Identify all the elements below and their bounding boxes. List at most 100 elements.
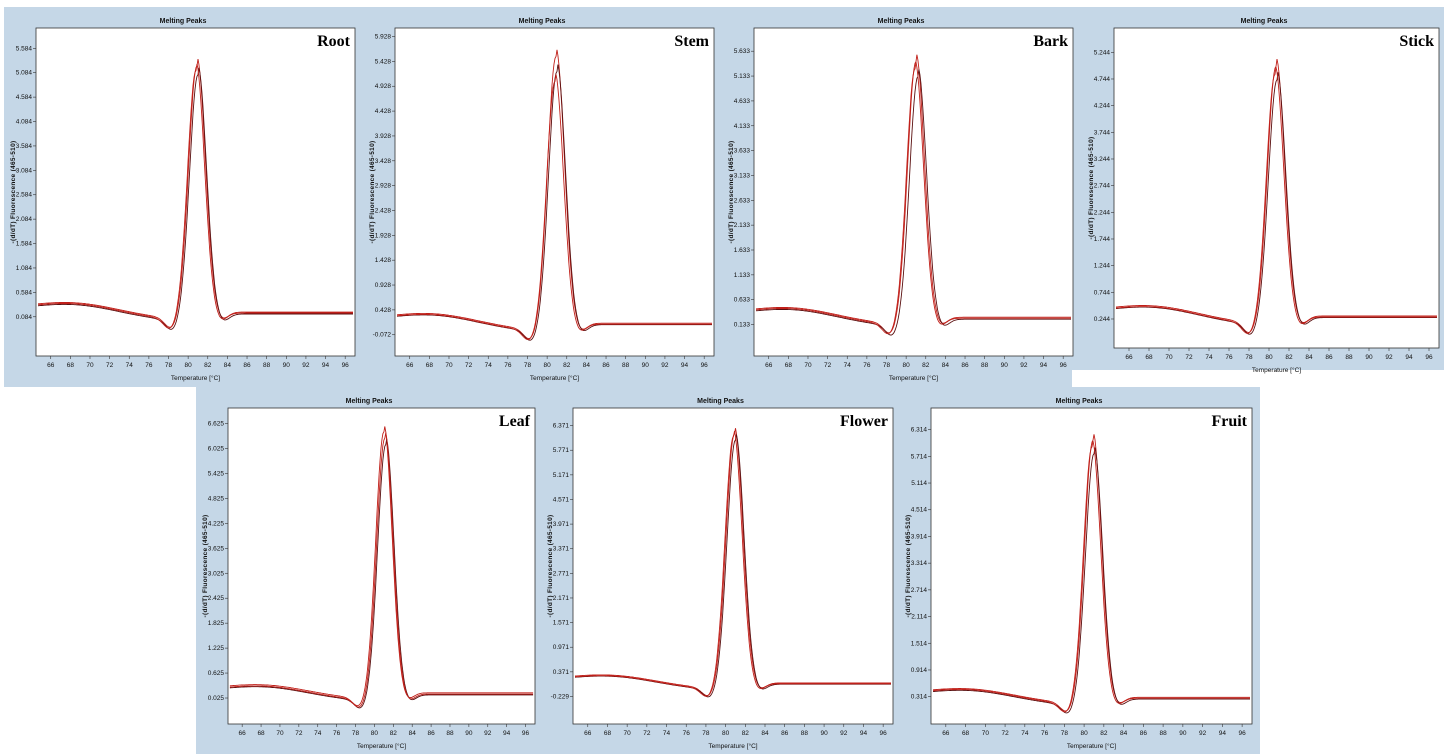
x-tick-label: 66 — [1125, 354, 1133, 361]
y-tick-label: 4.825 — [208, 495, 225, 502]
y-tick-label: 3.428 — [375, 158, 392, 165]
x-tick-label: 86 — [427, 730, 435, 737]
plot-area — [1113, 27, 1440, 349]
stick-extension-background — [1072, 370, 1444, 387]
y-tick-label: 1.825 — [208, 620, 225, 627]
x-tick-label: 96 — [1060, 362, 1068, 369]
x-tick-label: 84 — [761, 730, 769, 737]
y-tick-label: 6.625 — [208, 421, 225, 428]
melting-peaks-chart-bark: Melting Peaks 0.133 0.633 1.133 1.633 2.133 2.… — [724, 14, 1078, 384]
x-tick-label: 86 — [243, 362, 251, 369]
x-tick-label: 96 — [522, 730, 530, 737]
x-tick-label: 88 — [981, 362, 989, 369]
y-tick-label: 3.625 — [208, 545, 225, 552]
x-tick-label: 90 — [465, 730, 473, 737]
y-tick-label: 0.928 — [375, 282, 392, 289]
x-tick-label: 72 — [106, 362, 114, 369]
x-tick-label: 66 — [942, 730, 950, 737]
y-tick-label: 1.514 — [911, 640, 928, 647]
y-tick-label: 1.633 — [734, 247, 751, 254]
y-tick-label: 5.584 — [16, 45, 33, 52]
melting-curve-series-1 — [229, 426, 534, 707]
y-tick-label: 0.084 — [16, 314, 33, 321]
y-tick-label: 3.928 — [375, 133, 392, 140]
x-tick-label: 76 — [1225, 354, 1233, 361]
x-tick-label: 90 — [1365, 354, 1373, 361]
x-tick-label: 68 — [257, 730, 265, 737]
y-tick-label: 6.025 — [208, 446, 225, 453]
plot-area — [572, 407, 894, 725]
melting-peaks-chart-stem: Melting Peaks -0.072 0.428 0.928 1.428 1.928 2… — [365, 14, 719, 384]
y-tick-label: 3.025 — [208, 570, 225, 577]
x-tick-label: 82 — [1285, 354, 1293, 361]
chart-title: Melting Peaks — [1241, 18, 1288, 25]
y-tick-label: 2.714 — [911, 587, 928, 594]
melting-curve-series-2 — [755, 69, 1071, 336]
y-tick-label: -0.072 — [373, 332, 392, 339]
y-tick-label: 2.928 — [375, 183, 392, 190]
x-tick-label: 96 — [1239, 730, 1247, 737]
x-tick-label: 84 — [409, 730, 417, 737]
x-tick-label: 92 — [840, 730, 848, 737]
tissue-label: Stick — [1399, 33, 1434, 50]
chart-title: Melting Peaks — [1056, 398, 1103, 405]
y-tick-label: 2.584 — [16, 192, 33, 199]
x-tick-label: 96 — [880, 730, 888, 737]
y-tick-label: 4.744 — [1094, 76, 1111, 83]
y-tick-label: 3.084 — [16, 167, 33, 174]
melting-curve-series-3 — [229, 432, 534, 708]
y-tick-label: 1.428 — [375, 257, 392, 264]
y-tick-label: 0.625 — [208, 670, 225, 677]
x-tick-label: 82 — [1100, 730, 1108, 737]
plot-area — [930, 407, 1253, 725]
y-axis-label: -(d/dT) Fluorescence (465-510) — [369, 141, 376, 244]
x-tick-label: 66 — [584, 730, 592, 737]
x-tick-label: 96 — [701, 362, 709, 369]
melting-curve-series-2 — [1115, 72, 1437, 335]
x-axis-label: Temperature [°C] — [530, 374, 579, 382]
x-tick-label: 68 — [67, 362, 75, 369]
plot-area — [753, 27, 1074, 357]
x-tick-label: 88 — [263, 362, 271, 369]
x-tick-label: 72 — [295, 730, 303, 737]
x-tick-label: 88 — [622, 362, 630, 369]
x-tick-label: 74 — [663, 730, 671, 737]
plot-area — [35, 27, 356, 357]
x-tick-label: 96 — [1425, 354, 1433, 361]
x-tick-label: 68 — [785, 362, 793, 369]
y-tick-label: 0.244 — [1094, 316, 1111, 323]
x-tick-label: 82 — [922, 362, 930, 369]
chart-title: Melting Peaks — [519, 18, 566, 25]
y-tick-label: 5.114 — [911, 480, 927, 487]
x-tick-label: 72 — [824, 362, 832, 369]
x-tick-label: 70 — [276, 730, 284, 737]
y-tick-label: 0.744 — [1094, 289, 1111, 296]
x-tick-label: 70 — [445, 362, 453, 369]
x-tick-label: 74 — [844, 362, 852, 369]
x-tick-label: 70 — [982, 730, 990, 737]
melting-peaks-chart-root: Melting Peaks 0.084 0.584 1.084 1.584 2.084 2.… — [6, 14, 360, 384]
y-tick-label: 2.084 — [16, 216, 33, 223]
x-tick-label: 80 — [185, 362, 193, 369]
x-tick-label: 76 — [1041, 730, 1049, 737]
x-tick-label: 82 — [204, 362, 212, 369]
tissue-label: Flower — [840, 413, 888, 430]
x-tick-label: 84 — [1120, 730, 1128, 737]
y-tick-label: 1.244 — [1094, 263, 1111, 270]
y-axis-label: -(d/dT) Fluorescence (465-510) — [547, 515, 554, 618]
x-tick-label: 84 — [1305, 354, 1313, 361]
x-tick-label: 70 — [1165, 354, 1173, 361]
x-tick-label: 76 — [504, 362, 512, 369]
x-tick-label: 86 — [961, 362, 969, 369]
y-tick-label: 3.244 — [1094, 156, 1111, 163]
x-tick-label: 94 — [1219, 730, 1227, 737]
x-tick-label: 76 — [683, 730, 691, 737]
y-tick-label: 5.171 — [553, 472, 570, 479]
y-tick-label: 5.428 — [375, 58, 392, 65]
x-tick-label: 82 — [390, 730, 398, 737]
x-tick-label: 66 — [765, 362, 773, 369]
y-tick-label: 0.584 — [16, 289, 33, 296]
y-tick-label: 4.225 — [208, 520, 225, 527]
y-tick-label: 4.084 — [16, 119, 33, 126]
chart-title: Melting Peaks — [878, 18, 925, 25]
